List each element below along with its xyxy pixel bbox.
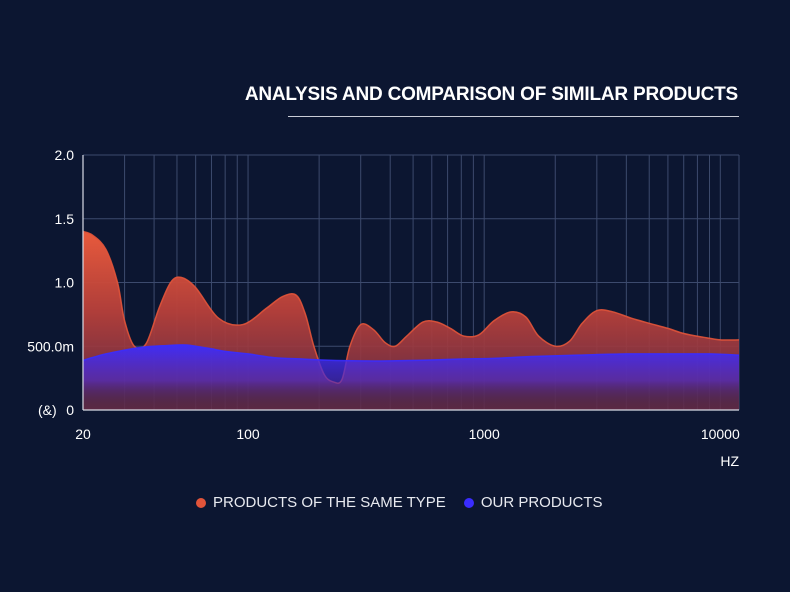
y-tick-label: 2.0 xyxy=(55,147,75,163)
tick-labels: 0 500.0m 1.0 1.5 2.0 (&) 20 100 1000 10000 HZ xyxy=(27,147,740,469)
title-divider xyxy=(288,116,739,117)
chart-title: ANALYSIS AND COMPARISON OF SIMILAR PRODU… xyxy=(244,84,738,105)
x-axis-label: HZ xyxy=(720,453,739,469)
y-axis-label: (&) xyxy=(38,402,57,418)
y-tick-label: 1.0 xyxy=(55,275,75,291)
x-tick-label: 20 xyxy=(75,426,91,442)
legend-swatch-blue xyxy=(463,497,474,508)
legend-label-our-products: OUR PRODUCTS xyxy=(480,494,603,511)
legend: PRODUCTS OF THE SAME TYPE OUR PRODUCTS xyxy=(196,494,603,511)
axes xyxy=(82,155,739,411)
legend-swatch-orange xyxy=(196,497,206,508)
y-tick-label: 1.5 xyxy=(55,211,75,227)
series-areas xyxy=(82,230,740,410)
series-area-our-products xyxy=(83,344,739,410)
series-area-same-type-line xyxy=(82,230,740,384)
legend-item-same-type: PRODUCTS OF THE SAME TYPE xyxy=(196,494,446,511)
y-tick-label: 500.0m xyxy=(27,338,74,354)
x-tick-label: 1000 xyxy=(469,426,500,442)
x-tick-label: 10000 xyxy=(701,426,740,442)
series-area-our-products-line xyxy=(82,344,740,362)
legend-label-same-type: PRODUCTS OF THE SAME TYPE xyxy=(213,494,446,511)
y-tick-label: 0 xyxy=(66,402,74,418)
x-tick-label: 100 xyxy=(236,426,260,442)
legend-item-our-products: OUR PRODUCTS xyxy=(463,494,603,511)
